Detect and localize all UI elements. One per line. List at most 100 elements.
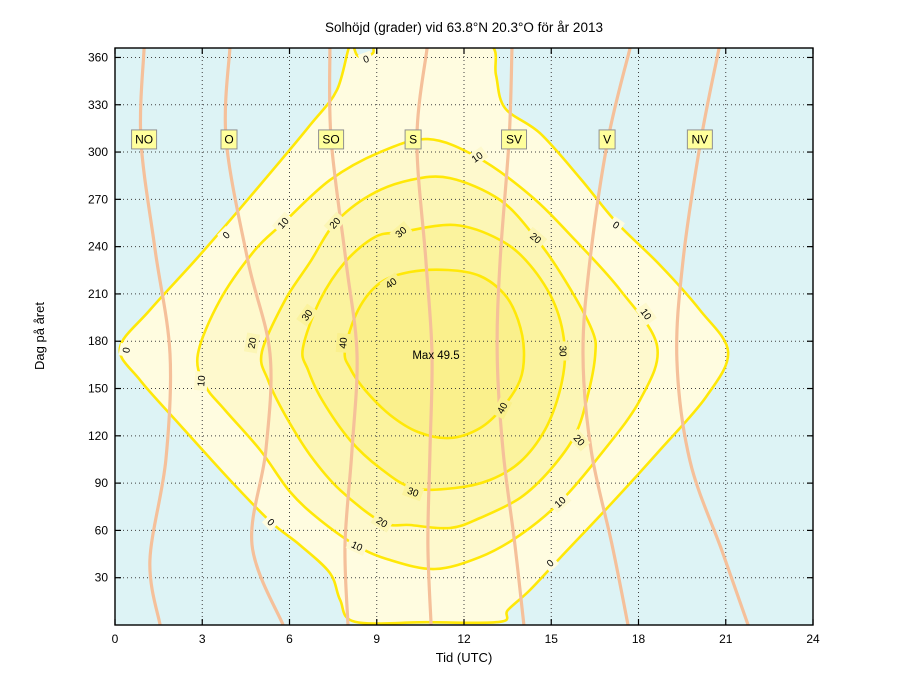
contour-label-0: 0 xyxy=(357,50,375,68)
compass-box xyxy=(318,129,345,150)
contour-label-10: 10 xyxy=(193,370,209,392)
contour-label-bg xyxy=(296,303,318,327)
contour-label-0: 0 xyxy=(217,225,236,245)
contour-label-40: 40 xyxy=(491,396,513,420)
contour-label-bg xyxy=(193,370,209,392)
contour-label-bg xyxy=(217,225,236,245)
y-tick-label: 120 xyxy=(88,429,108,443)
fill-band-40 xyxy=(344,269,525,439)
contour-label-bg xyxy=(465,146,489,168)
tick-marks xyxy=(114,48,814,625)
x-tick-label: 18 xyxy=(632,632,646,646)
compass-label-S: S xyxy=(404,129,422,150)
x-tick-label: 24 xyxy=(806,632,820,646)
contour-label-text: 10 xyxy=(349,540,364,555)
contour-line-20 xyxy=(259,175,598,530)
contour-label-text: 20 xyxy=(247,336,260,349)
compass-direction-labels: NO O SO S SV V NV xyxy=(131,129,713,150)
x-tick-label: 15 xyxy=(545,632,559,646)
y-tick-label: 210 xyxy=(88,287,108,301)
y-tick-label: 150 xyxy=(88,382,108,396)
contour-label-bg xyxy=(568,428,591,452)
contour-label-0: 0 xyxy=(261,513,280,532)
y-tick-label: 240 xyxy=(88,240,108,254)
contour-label-bg xyxy=(370,511,394,533)
compass-label-NV: NV xyxy=(686,129,713,150)
contour-label-20: 20 xyxy=(243,332,261,354)
compass-text: V xyxy=(603,132,611,146)
contour-label-bg xyxy=(345,536,369,556)
contour-label-40: 40 xyxy=(379,272,403,294)
contour-line-30 xyxy=(301,223,567,492)
contour-label-text: 30 xyxy=(556,345,567,357)
compass-box xyxy=(686,129,713,150)
contour-label-10: 10 xyxy=(465,146,489,168)
contour-label-text: 0 xyxy=(121,346,133,354)
x-tick-label: 3 xyxy=(199,632,206,646)
x-axis-label: Tid (UTC) xyxy=(436,650,493,665)
contour-label-bg xyxy=(491,396,513,420)
y-tick-label: 330 xyxy=(88,98,108,112)
compass-label-SV: SV xyxy=(501,129,528,150)
contour-label-bg xyxy=(635,302,657,326)
contour-label-bg xyxy=(524,226,548,250)
contour-label-10: 10 xyxy=(345,536,369,556)
x-tick-label: 21 xyxy=(719,632,733,646)
contour-label-text: 40 xyxy=(496,401,511,416)
contour-label-text: 10 xyxy=(196,375,208,387)
contour-line-40 xyxy=(343,268,526,440)
x-tick-labels: 0 3 6 9 12 15 18 21 24 xyxy=(112,632,820,646)
y-tick-label: 180 xyxy=(88,334,108,348)
compass-box xyxy=(131,129,158,150)
contour-label-10: 10 xyxy=(635,302,657,326)
contour-line-10 xyxy=(195,137,659,571)
y-tick-label: 270 xyxy=(88,192,108,206)
contour-line-0 xyxy=(118,48,730,625)
contour-label-bg xyxy=(335,332,351,354)
compass-label-V: V xyxy=(598,129,616,150)
contour-label-bg xyxy=(379,272,403,294)
y-tick-label: 30 xyxy=(95,571,109,585)
contour-label-bg xyxy=(401,482,425,502)
contour-lines xyxy=(118,48,730,625)
compass-label-SO: SO xyxy=(318,129,345,150)
contour-label-bg xyxy=(541,553,560,573)
contour-label-bg xyxy=(261,513,280,532)
grid-lines xyxy=(115,48,813,625)
y-tick-labels: 30 60 90 120 150 180 210 240 270 300 330 360 xyxy=(88,50,108,584)
contour-label-text: 0 xyxy=(545,558,557,570)
compass-box xyxy=(501,129,528,150)
y-axis-label: Dag på året xyxy=(32,302,47,370)
chart-title: Solhöjd (grader) vid 63.8°N 20.3°O för å… xyxy=(325,20,603,35)
contour-label-0: 0 xyxy=(607,216,625,234)
contour-label-bg xyxy=(243,332,261,354)
x-tick-label: 0 xyxy=(112,632,119,646)
contour-label-20: 20 xyxy=(370,511,394,533)
y-tick-label: 300 xyxy=(88,145,108,159)
y-tick-label: 90 xyxy=(95,476,109,490)
compass-text: SO xyxy=(322,132,339,146)
compass-label-NO: NO xyxy=(131,129,158,150)
contour-label-bg xyxy=(357,50,375,68)
y-tick-label: 360 xyxy=(88,50,108,64)
x-tick-label: 12 xyxy=(457,632,471,646)
axes: 0 3 6 9 12 15 18 21 24 3060901201501802102402703… xyxy=(88,47,820,646)
contour-label-bg xyxy=(271,211,295,235)
contour-label-bg xyxy=(607,216,625,234)
x-tick-label: 6 xyxy=(286,632,293,646)
contour-label-bg xyxy=(323,211,347,235)
compass-text: S xyxy=(409,132,417,146)
compass-box xyxy=(404,129,422,150)
max-value-label: Max 49.5 xyxy=(412,350,459,362)
compass-text: NV xyxy=(692,132,709,146)
compass-text: NO xyxy=(135,132,153,146)
contour-label-bg xyxy=(118,342,134,358)
contour-label-40: 40 xyxy=(335,332,351,354)
compass-text: O xyxy=(224,132,233,146)
contour-label-text: 40 xyxy=(338,337,350,349)
contour-label-text: 0 xyxy=(610,220,621,232)
contour-label-30: 30 xyxy=(401,482,425,502)
x-tick-label: 9 xyxy=(373,632,380,646)
